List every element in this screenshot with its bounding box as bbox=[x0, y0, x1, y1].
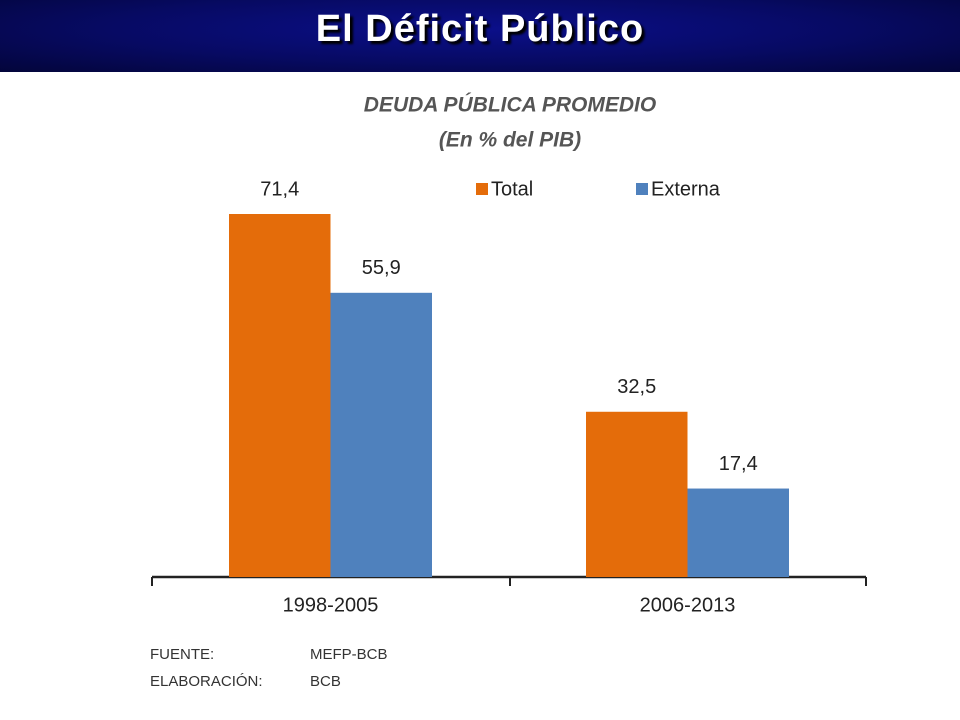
header-bar: El Déficit Público bbox=[0, 0, 960, 72]
legend-label: Externa bbox=[651, 178, 721, 200]
source-label: FUENTE: bbox=[150, 646, 214, 663]
data-label: 71,4 bbox=[260, 178, 299, 200]
legend-swatch bbox=[476, 183, 488, 195]
x-tick-label: 1998-2005 bbox=[283, 594, 379, 616]
data-label: 17,4 bbox=[719, 453, 758, 475]
bar bbox=[687, 488, 789, 577]
legend-swatch bbox=[636, 183, 648, 195]
slide-title: El Déficit Público bbox=[315, 8, 645, 50]
chart-title: DEUDA PÚBLICA PROMEDIO bbox=[364, 93, 656, 117]
bar bbox=[586, 411, 688, 577]
legend-label: Total bbox=[491, 178, 533, 200]
chart-subtitle: (En % del PIB) bbox=[439, 129, 581, 152]
data-label: 32,5 bbox=[617, 376, 656, 398]
bar bbox=[229, 214, 331, 578]
x-tick-label: 2006-2013 bbox=[640, 594, 736, 616]
source-label: ELABORACIÓN: bbox=[150, 673, 263, 690]
source-value: MEFP-BCB bbox=[310, 646, 388, 663]
source-value: BCB bbox=[310, 673, 341, 690]
bar bbox=[330, 292, 432, 577]
data-label: 55,9 bbox=[362, 257, 401, 279]
